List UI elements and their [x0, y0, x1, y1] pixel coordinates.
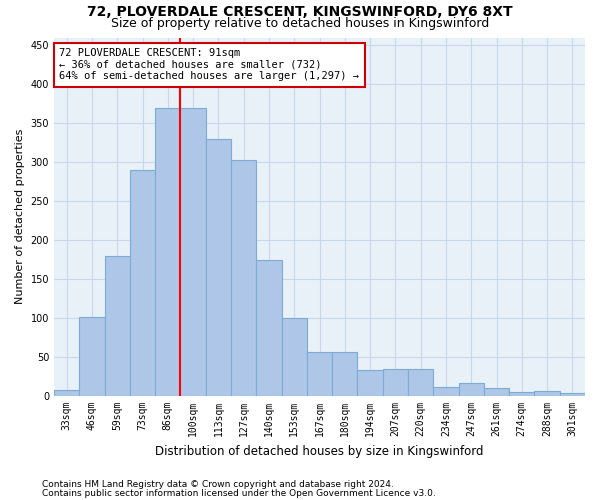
- Bar: [560, 393, 585, 396]
- Bar: [408, 369, 433, 396]
- Bar: [509, 392, 535, 396]
- Bar: [79, 318, 104, 396]
- Bar: [54, 390, 79, 396]
- Text: Contains public sector information licensed under the Open Government Licence v3: Contains public sector information licen…: [42, 488, 436, 498]
- Bar: [206, 139, 231, 396]
- Bar: [358, 370, 383, 396]
- Bar: [307, 352, 332, 396]
- Bar: [332, 352, 358, 396]
- Bar: [130, 170, 155, 396]
- Bar: [181, 108, 206, 396]
- Bar: [433, 386, 458, 396]
- X-axis label: Distribution of detached houses by size in Kingswinford: Distribution of detached houses by size …: [155, 444, 484, 458]
- Text: Size of property relative to detached houses in Kingswinford: Size of property relative to detached ho…: [111, 18, 489, 30]
- Bar: [104, 256, 130, 396]
- Bar: [458, 383, 484, 396]
- Bar: [484, 388, 509, 396]
- Text: 72 PLOVERDALE CRESCENT: 91sqm
← 36% of detached houses are smaller (732)
64% of : 72 PLOVERDALE CRESCENT: 91sqm ← 36% of d…: [59, 48, 359, 82]
- Text: 72, PLOVERDALE CRESCENT, KINGSWINFORD, DY6 8XT: 72, PLOVERDALE CRESCENT, KINGSWINFORD, D…: [87, 5, 513, 19]
- Bar: [231, 160, 256, 396]
- Text: Contains HM Land Registry data © Crown copyright and database right 2024.: Contains HM Land Registry data © Crown c…: [42, 480, 394, 489]
- Bar: [256, 260, 281, 396]
- Y-axis label: Number of detached properties: Number of detached properties: [15, 129, 25, 304]
- Bar: [535, 392, 560, 396]
- Bar: [383, 369, 408, 396]
- Bar: [281, 318, 307, 396]
- Bar: [155, 108, 181, 396]
